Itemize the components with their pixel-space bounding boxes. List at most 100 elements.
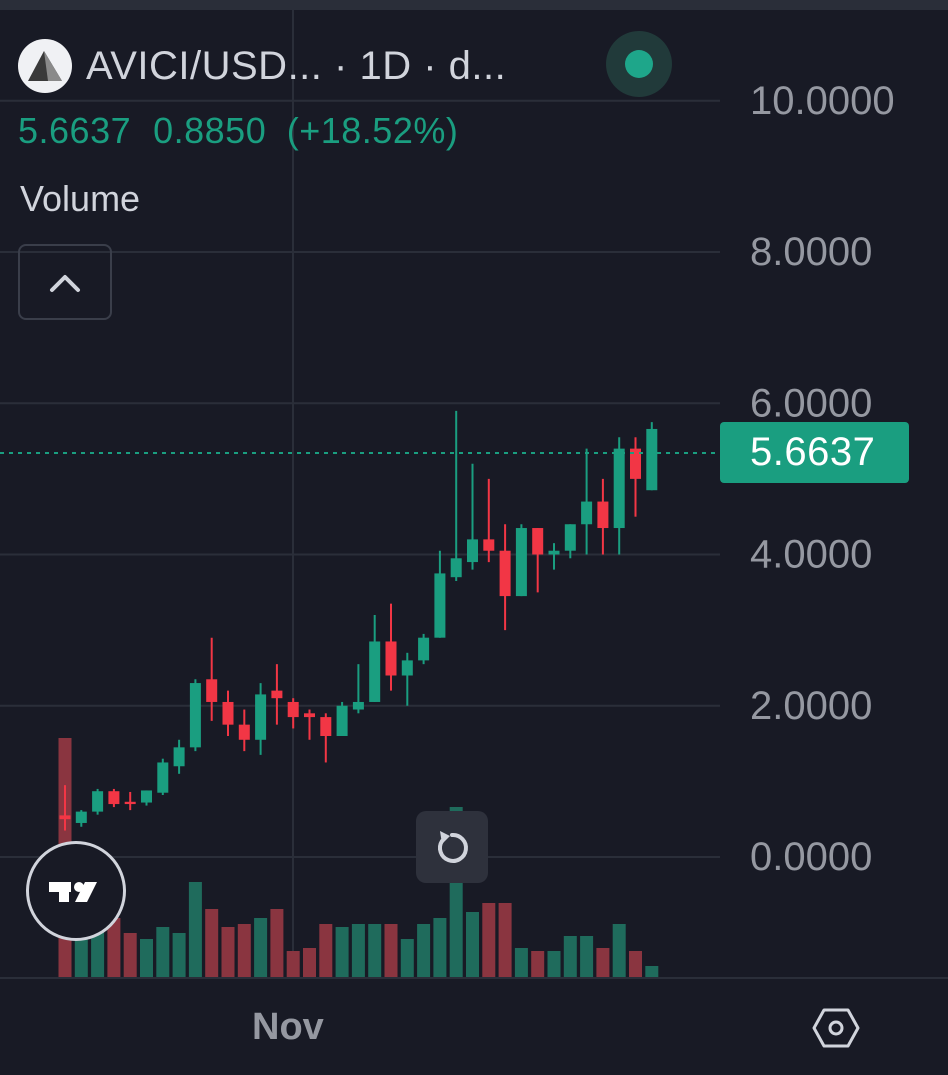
candle-body: [320, 717, 332, 736]
candle-body: [450, 558, 462, 578]
collapse-legend-button[interactable]: [18, 244, 112, 320]
candle-body: [206, 679, 218, 702]
candle-body: [336, 705, 348, 736]
volume-bar: [417, 924, 431, 978]
candle: [173, 739, 185, 774]
candle: [630, 437, 641, 517]
candle-body: [173, 747, 185, 767]
candle: [108, 788, 120, 808]
candle: [646, 422, 658, 491]
candle: [124, 791, 136, 811]
candle: [532, 528, 544, 593]
candle-body: [418, 637, 430, 661]
chart-settings-button[interactable]: [810, 1004, 862, 1052]
y-tick-label: 4.0000: [750, 533, 872, 577]
candle-body: [92, 791, 104, 812]
volume-indicator-label[interactable]: Volume: [20, 178, 141, 219]
candle-body: [157, 762, 169, 793]
candle: [287, 698, 299, 729]
price-chart[interactable]: 0.0000 2.0000 4.0000 6.0000 8.0000 10.0000: [0, 10, 948, 1075]
volume-bar: [563, 936, 577, 978]
candle-body: [141, 790, 152, 803]
volume-bar: [123, 933, 137, 978]
volume-bar: [482, 903, 496, 978]
candle-body: [597, 501, 609, 529]
settings-hexagon-icon: [812, 1008, 860, 1048]
candle-body: [646, 428, 658, 491]
candle: [352, 664, 364, 714]
candle-body: [108, 791, 120, 805]
volume-bar: [547, 951, 561, 978]
candle-body: [401, 660, 413, 676]
volume-bar: [335, 927, 349, 978]
candle-body: [189, 683, 201, 748]
candle-body: [467, 539, 478, 563]
candles: [59, 410, 658, 831]
volume-bar: [384, 924, 398, 978]
candle: [483, 478, 495, 563]
avici-logo-icon: [18, 39, 72, 93]
reset-icon: [438, 831, 468, 863]
current-price-label: 5.6637: [720, 422, 909, 483]
volume-bar: [107, 918, 121, 978]
candle-body: [304, 713, 315, 718]
candle-body: [385, 641, 397, 676]
candle: [320, 713, 332, 763]
symbol-title[interactable]: AVICI/USD... · 1D · d...: [86, 43, 507, 88]
volume-bar: [351, 924, 365, 978]
candle: [189, 679, 201, 752]
candle: [304, 709, 315, 740]
candle-body: [630, 448, 641, 479]
volume-bar: [270, 909, 284, 978]
time-axis-label-nov: Nov: [252, 1006, 324, 1048]
candle: [499, 524, 511, 631]
candle: [59, 785, 71, 831]
candle: [548, 543, 560, 570]
candle: [369, 615, 381, 702]
candle: [75, 810, 87, 827]
candle: [450, 410, 462, 581]
candle-body: [352, 701, 364, 710]
volume-bar: [531, 951, 545, 978]
candle-body: [613, 448, 625, 529]
price-change-percent: (+18.52%): [286, 110, 459, 151]
candle-body: [483, 539, 495, 551]
candle: [238, 709, 250, 752]
volume-bar: [629, 951, 642, 978]
candle-body: [499, 550, 511, 597]
candle-body: [369, 641, 381, 702]
volume-bar: [156, 927, 170, 978]
status-dot-icon: [625, 50, 653, 78]
candle-body: [434, 573, 446, 638]
grid: [0, 10, 720, 978]
volume-bar: [580, 936, 594, 978]
price-change: 0.8850: [153, 110, 267, 151]
candle: [255, 683, 267, 755]
price-axis[interactable]: 0.0000 2.0000 4.0000 6.0000 8.0000 10.0000: [750, 79, 895, 879]
candle: [222, 690, 234, 736]
symbol-header[interactable]: AVICI/USD... · 1D · d...: [18, 38, 506, 94]
top-divider: [0, 0, 948, 10]
candle-body: [581, 501, 593, 525]
candle: [597, 478, 609, 555]
candle-body: [564, 524, 576, 551]
volume-bar: [319, 924, 333, 978]
candle-body: [75, 811, 87, 823]
candle: [141, 790, 152, 806]
tradingview-logo-icon[interactable]: [26, 841, 126, 941]
candle: [418, 633, 430, 665]
candle: [401, 652, 413, 706]
volume-bar: [140, 939, 153, 978]
volume-bar: [237, 924, 251, 978]
market-status-icon[interactable]: [606, 31, 672, 97]
candle-body: [124, 801, 136, 805]
chevron-up-icon: [50, 275, 80, 292]
volume-bar: [188, 882, 202, 978]
candle: [581, 448, 593, 555]
candle-body: [271, 690, 283, 699]
reset-chart-button[interactable]: [416, 811, 488, 883]
volume-bar: [221, 927, 235, 978]
candle-body: [222, 701, 234, 725]
candle: [385, 603, 397, 691]
volume-bar: [205, 909, 219, 978]
